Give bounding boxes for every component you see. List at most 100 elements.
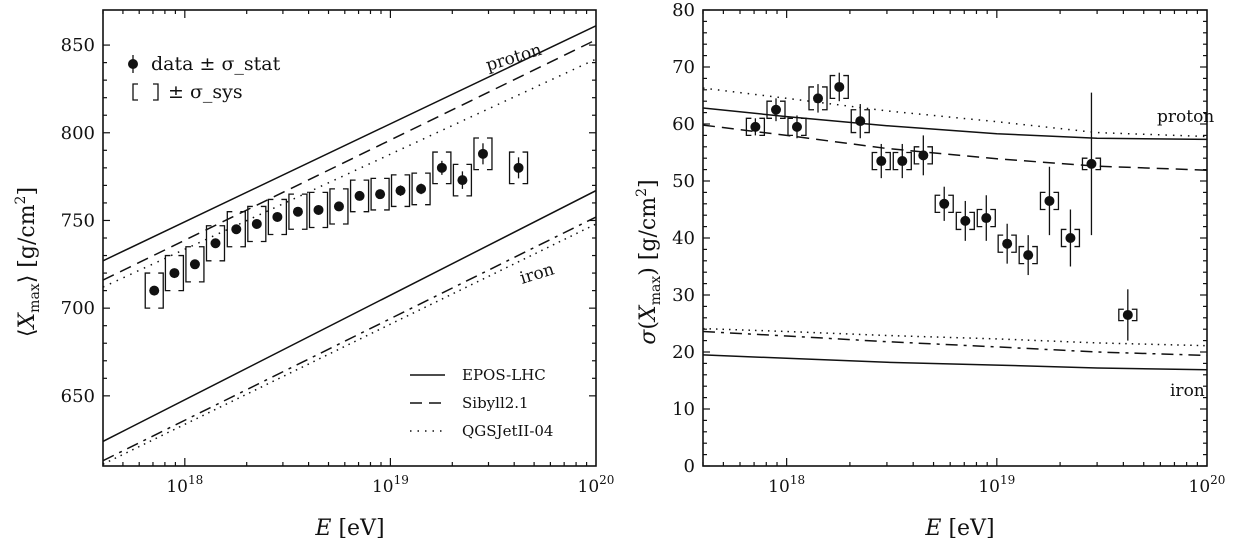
sys-bracket (766, 100, 773, 119)
sys-bracket (808, 86, 815, 111)
data-point (313, 204, 324, 215)
sys-bracket (1060, 228, 1067, 248)
x-tick-base: 10 (1189, 477, 1211, 497)
sys-bracket (384, 177, 390, 211)
sys-bracket (780, 100, 786, 119)
proton-label: proton (484, 40, 545, 76)
sys-bracket (205, 225, 212, 262)
legend-sys-label: ± σ_sys (168, 81, 243, 103)
sys-bracket (267, 198, 274, 236)
sys-bracket (885, 151, 891, 171)
sys-bracket (1039, 191, 1046, 211)
sys-bracket (486, 137, 493, 171)
sys-bracket (892, 151, 899, 171)
model-curve-sibyll2-1-proton (703, 124, 1207, 171)
y-tick-label: 80 (672, 0, 695, 21)
sys-bracket (144, 272, 151, 309)
sys-bracket (745, 117, 752, 137)
sys-bracket (349, 179, 356, 213)
sys-bracket (445, 151, 452, 185)
sys-bracket (871, 151, 878, 171)
data-point (1086, 158, 1097, 169)
data-point (457, 175, 468, 186)
sys-bracket (850, 109, 857, 134)
x-tick-exp: 20 (599, 473, 614, 487)
sys-bracket (1032, 245, 1038, 265)
sys-bracket (164, 254, 171, 292)
y-axis-label: ⟨Xmax⟩ [g/cm2] (13, 187, 43, 337)
x-axis-label: E [eV] (314, 516, 384, 541)
y-tick-label: 60 (672, 114, 695, 135)
model-curve-qgsjetii-04-iron (103, 223, 596, 465)
sys-bracket (829, 74, 836, 99)
data-point (477, 148, 488, 159)
data-point (375, 189, 386, 200)
data-point (354, 190, 365, 201)
sys-bracket (822, 86, 828, 111)
data-point (855, 116, 866, 127)
x-tick-base: 10 (372, 477, 394, 497)
data-point (416, 183, 427, 194)
data-point (918, 150, 929, 161)
x-tick-exp: 18 (790, 473, 805, 487)
sys-bracket (281, 198, 288, 236)
legend-label-sibyll: Sibyll2.1 (462, 394, 529, 412)
sys-bracket (948, 194, 954, 213)
y-tick-label: 20 (672, 342, 695, 363)
data-point (1023, 250, 1034, 261)
y-tick-label: 40 (672, 228, 695, 249)
y-tick-label: 0 (684, 456, 695, 477)
data-point (750, 121, 761, 132)
sys-bracket (301, 193, 308, 230)
sys-bracket (934, 194, 941, 213)
x-tick-exp: 19 (1000, 473, 1015, 487)
data-point (272, 211, 283, 222)
sys-bracket (843, 74, 849, 99)
x-tick-base: 10 (166, 477, 188, 497)
x-tick-exp: 19 (394, 473, 409, 487)
data-point (231, 224, 242, 235)
data-point (1122, 309, 1133, 320)
legend-sys-bracket-right (153, 83, 159, 101)
y-tick-label: 30 (672, 285, 695, 306)
sys-bracket (1018, 245, 1025, 265)
sys-bracket (322, 191, 329, 229)
sys-bracket (452, 163, 459, 197)
x-tick-base: 10 (768, 477, 790, 497)
x-tick-label: 1019 (978, 473, 1015, 497)
y-tick-label: 850 (61, 35, 95, 56)
y-tick-label: 50 (672, 171, 695, 192)
mean-xmax-chart: ⟨Xmax⟩ [g/cm2] E [eV] data ± σ_stat ± σ_… (13, 9, 615, 541)
sys-bracket (927, 146, 933, 165)
data-point (791, 121, 802, 132)
proton-label: proton (1157, 107, 1214, 127)
sys-bracket (787, 117, 793, 137)
x-tick-label: 1020 (578, 473, 615, 497)
sys-bracket (240, 211, 246, 248)
data-point (834, 81, 845, 92)
sigma-xmax-panel: σ(Xmax) [g/cm2] E [eV] proton iron 0 10 20… (617, 0, 1234, 544)
sys-bracket (370, 177, 377, 211)
data-point (876, 156, 887, 167)
y-axis-label: σ(Xmax) [g/cm2] (634, 179, 664, 344)
sys-bracket (219, 225, 226, 262)
x-tick-label: 1020 (1189, 473, 1226, 497)
data-point (292, 206, 303, 217)
model-curve-qgsjetii-04-iron (703, 327, 1207, 347)
sys-bracket (969, 211, 975, 231)
sys-bracket (158, 272, 164, 309)
sys-bracket (363, 179, 370, 213)
x-axis-label: E [eV] (924, 516, 994, 541)
y-tick-label: 70 (672, 57, 695, 78)
sys-bracket (390, 174, 397, 208)
sigma-xmax-chart: σ(Xmax) [g/cm2] E [eV] proton iron 01020… (634, 0, 1226, 541)
sys-bracket (990, 208, 996, 228)
model-curve-epos-lhc-iron (703, 354, 1207, 371)
y-tick-label: 10 (672, 399, 695, 420)
data-point (1065, 233, 1076, 243)
legend-marker (128, 59, 138, 69)
model-curve-epos-lhc-proton (103, 25, 596, 262)
x-tick-label: 1019 (372, 473, 409, 497)
data-point (210, 238, 221, 249)
data-point (1002, 238, 1013, 249)
